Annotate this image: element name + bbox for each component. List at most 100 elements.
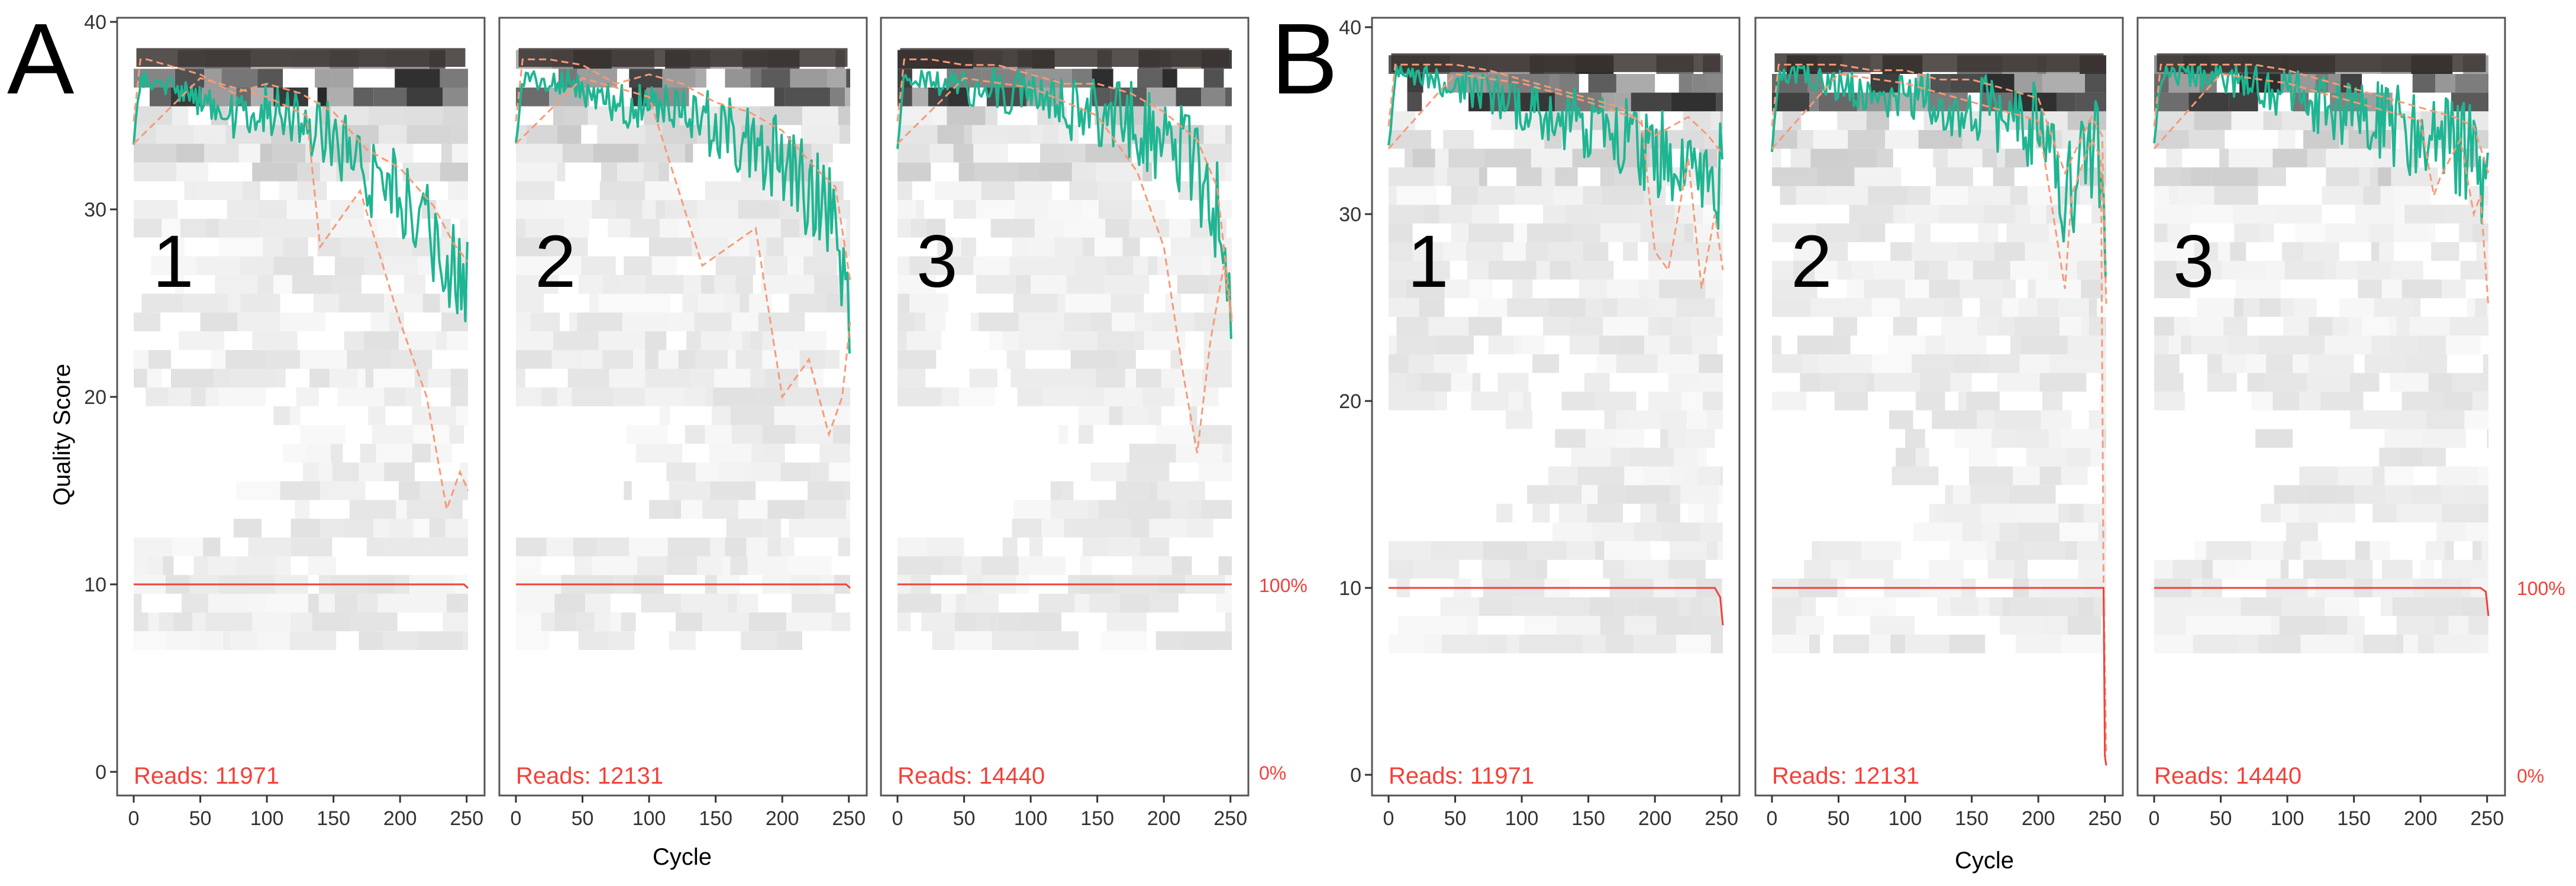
heatmap-cell — [2271, 635, 2301, 654]
heatmap-cell — [200, 631, 223, 650]
heatmap-cell — [1772, 335, 1781, 354]
heatmap-cell — [2370, 167, 2378, 186]
heatmap-cell — [2177, 261, 2222, 280]
heatmap-cell — [1587, 503, 1623, 523]
heatmap-cell — [1790, 148, 1811, 167]
heatmap-cell — [1671, 92, 1716, 112]
heatmap-cell — [1849, 205, 1893, 224]
y-tick-label: 0 — [95, 761, 106, 784]
heatmap-cell — [610, 612, 621, 632]
heatmap-cell — [705, 181, 752, 201]
heatmap-cell — [1870, 616, 1915, 635]
x-tick-label: 250 — [1705, 807, 1738, 830]
heatmap-cell — [2168, 335, 2181, 354]
panel-number: 1 — [1408, 221, 1449, 303]
heatmap-cell — [1439, 205, 1473, 224]
x-tick-label: 200 — [383, 807, 417, 830]
heatmap-cell — [289, 406, 301, 425]
heatmap-cell — [2307, 148, 2326, 167]
heatmap-cell — [630, 218, 660, 238]
heatmap-cell — [222, 631, 231, 650]
heatmap-cell — [320, 481, 366, 500]
heatmap-cell — [2442, 503, 2467, 523]
heatmap-cell — [168, 387, 191, 406]
heatmap-cell — [681, 593, 728, 613]
heatmap-cell — [1700, 522, 1723, 541]
heatmap-cell — [1668, 429, 1687, 448]
heatmap-cell — [338, 293, 385, 313]
heatmap-cell — [634, 125, 645, 144]
heatmap-cell — [683, 387, 705, 406]
heatmap-cell — [1703, 392, 1723, 410]
heatmap-cell — [767, 537, 781, 557]
heatmap-cell — [1201, 500, 1232, 519]
heatmap-cell — [1625, 485, 1670, 504]
heatmap-cell — [205, 387, 219, 406]
heatmap-cell — [2412, 298, 2421, 317]
heatmap-cell — [764, 368, 799, 388]
heatmap-cell — [2299, 466, 2338, 486]
heatmap-cell — [569, 312, 577, 332]
heatmap-cell — [546, 537, 573, 557]
heatmap-cell — [1012, 237, 1029, 257]
heatmap-cell — [1893, 316, 1918, 336]
heatmap-cell — [2279, 616, 2326, 635]
heatmap-cell — [2154, 242, 2194, 261]
heatmap-cell — [953, 200, 976, 219]
heatmap-cell — [214, 368, 231, 388]
heatmap-cell — [1177, 275, 1209, 294]
heatmap-cell — [2078, 560, 2106, 579]
x-tick-label: 50 — [2210, 807, 2232, 830]
heatmap-cell — [1602, 298, 1618, 317]
heatmap-cell — [685, 425, 705, 444]
heatmap-cell — [1656, 616, 1691, 635]
x-tick-label: 0 — [128, 807, 140, 830]
heatmap-cell — [447, 593, 461, 613]
heatmap-cell — [1477, 186, 1515, 205]
heatmap-cell — [2293, 354, 2309, 373]
x-tick-label: 50 — [189, 807, 212, 830]
heatmap-cell — [1810, 298, 1828, 317]
heatmap-cell — [1034, 218, 1064, 238]
heatmap-cell — [1697, 448, 1707, 467]
heatmap-cell — [1015, 200, 1048, 219]
heatmap-cell — [516, 312, 531, 332]
heatmap-cell — [2427, 223, 2435, 242]
panel-frame — [1371, 17, 1741, 797]
heatmap-cell — [1548, 298, 1586, 317]
heatmap-cell — [412, 444, 431, 463]
heatmap-cell — [247, 593, 266, 613]
heatmap-cell — [1179, 181, 1210, 201]
x-tick-label: 100 — [1889, 807, 1922, 830]
heatmap-cell — [1129, 218, 1159, 238]
heatmap-cell — [686, 331, 701, 350]
heatmap-cell — [2103, 485, 2106, 504]
heatmap-cell — [365, 368, 374, 388]
heatmap-cell — [267, 350, 301, 369]
heatmap-cell — [976, 200, 1015, 219]
heatmap-cell — [673, 500, 682, 519]
heatmap-cell — [613, 387, 645, 406]
heatmap-cell — [1497, 373, 1529, 392]
heatmap-cell — [1082, 537, 1108, 557]
heatmap-cell — [2258, 167, 2286, 186]
heatmap-cell — [1541, 167, 1555, 186]
heatmap-cell — [2282, 242, 2304, 261]
heatmap-cell — [276, 368, 286, 388]
heatmap-cell — [593, 144, 639, 163]
heatmap-cell — [1508, 392, 1523, 410]
heatmap-cell — [2168, 186, 2178, 205]
heatmap-cell — [2404, 354, 2448, 373]
heatmap-cell — [2463, 485, 2488, 504]
heatmap-cell — [1889, 410, 1913, 429]
x-tick-label: 50 — [953, 807, 976, 830]
heatmap-cell — [450, 125, 468, 144]
heatmap-cell — [147, 368, 162, 388]
heatmap-cell — [608, 218, 631, 238]
heatmap-cell — [302, 463, 319, 481]
heatmap-cell — [1991, 429, 2015, 448]
heatmap-cell — [2442, 279, 2466, 299]
heatmap-cell — [1594, 392, 1636, 410]
heatmap-cell — [1389, 279, 1406, 299]
heatmap-cell — [624, 481, 632, 500]
